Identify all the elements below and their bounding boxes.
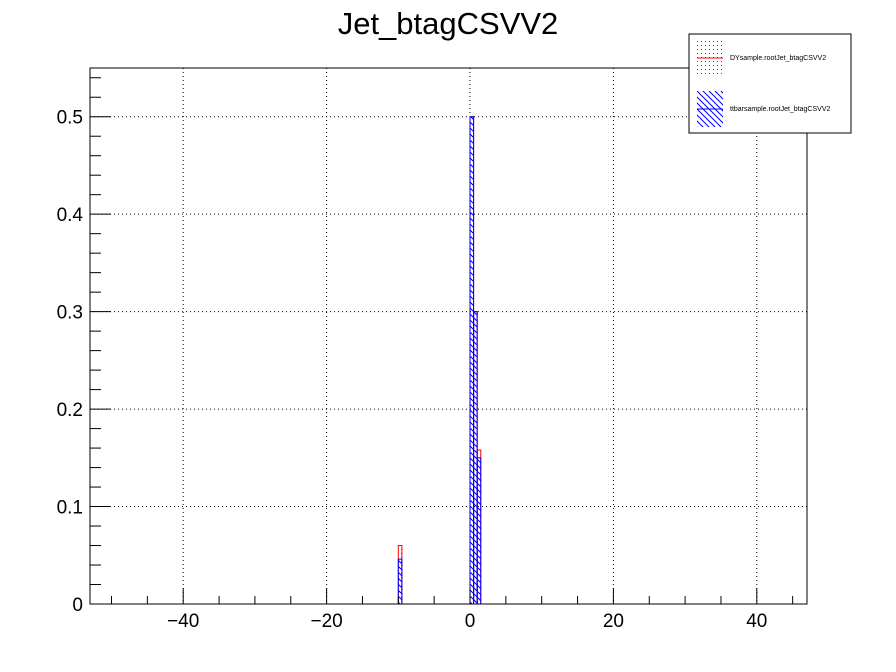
x-tick-label: 40	[746, 611, 767, 632]
y-axis-tick-labels: 0 0.1 0.2 0.3 0.4 0.5	[57, 108, 84, 616]
x-axis-tick-labels: −40 −20 0 20 40	[167, 611, 767, 632]
histogram-bin-ttbar	[469, 116, 475, 605]
histogram-bin-ttbar	[476, 457, 482, 605]
histogram-bars	[90, 116, 807, 605]
histogram-bin-ttbar	[397, 558, 403, 605]
axis-ticks	[90, 77, 794, 605]
legend-label-ttbar: ttbarsample.rootJet_btagCSVV2	[730, 106, 830, 113]
y-tick-label: 0.3	[57, 303, 83, 324]
x-tick-label: 20	[603, 611, 624, 632]
plot-frame	[89, 67, 808, 605]
histogram-bin-ttbar	[473, 311, 478, 605]
y-tick-label: 0.4	[57, 205, 84, 226]
chart-title: Jet_btagCSVV2	[338, 6, 559, 41]
x-tick-label: 0	[465, 611, 476, 632]
x-tick-label: −40	[167, 611, 199, 632]
grid	[90, 68, 807, 604]
legend: DYsample.rootJet_btagCSVV2 ttbarsample.r…	[688, 33, 852, 134]
x-tick-label: −20	[310, 611, 342, 632]
y-tick-label: 0.1	[57, 498, 83, 519]
legend-label-dy: DYsample.rootJet_btagCSVV2	[730, 55, 826, 62]
y-tick-label: 0.5	[57, 108, 83, 129]
y-tick-label: 0.2	[57, 400, 83, 421]
y-tick-label: 0	[72, 595, 83, 616]
